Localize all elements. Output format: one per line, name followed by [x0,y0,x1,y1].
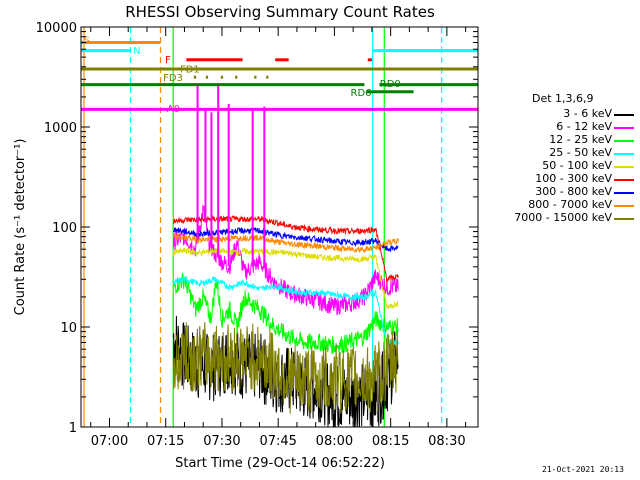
y-axis-label: Count Rate (s⁻¹ detector⁻¹) [13,139,28,316]
flag-label-n: N [133,46,140,57]
legend-entry: 25 - 50 keV [478,146,638,159]
legend-entry-label: 300 - 800 keV [535,185,612,198]
x-tick-label: 07:15 [147,434,184,449]
legend-entry-swatch [614,127,634,129]
legend-entry-swatch [614,153,634,155]
legend-entry: 50 - 100 keV [478,159,638,172]
legend-entry: 100 - 300 keV [478,172,638,185]
legend-entry-swatch [614,140,634,142]
flag-label-s: S [84,35,90,46]
legend-entry: 6 - 12 keV [478,120,638,133]
legend-entry-label: 6 - 12 keV [556,120,612,133]
x-tick-label: 07:45 [259,434,296,449]
flag-label-a0: A0 [167,104,180,115]
legend-entry-swatch [614,114,634,116]
series-line-3 [172,272,399,354]
legend-entry-label: 100 - 300 keV [535,172,612,185]
legend-title: Det 1,3,6,9 [532,92,594,105]
legend-entry-label: 25 - 50 keV [549,146,612,159]
flag-label-rd6: RD6 [351,88,372,99]
x-axis-label: Start Time (29-Oct-14 06:52:22) [175,456,385,471]
x-tick-label: 08:15 [372,434,409,449]
x-tick-label: 07:30 [203,434,240,449]
x-tick-label: 07:00 [91,434,128,449]
x-tick-label: 08:30 [428,434,465,449]
legend-entry-label: 800 - 7000 keV [528,198,612,211]
series-line-4 [172,275,399,346]
x-tick-label: 08:00 [316,434,353,449]
y-tick-label: 100 [52,221,77,236]
legend-entry-swatch [614,166,634,168]
legend-entry-label: 12 - 25 keV [549,133,612,146]
legend-entry: 12 - 25 keV [478,133,638,146]
flag-label-rd0: RD0 [380,79,401,90]
legend-entry: 3 - 6 keV [478,107,638,120]
legend-entry: 800 - 7000 keV [478,198,638,211]
y-tick-label: 1 [69,421,77,436]
generation-timestamp: 21-Oct-2021 20:13 [542,465,624,474]
legend-entry-swatch [614,218,634,220]
flag-label-fd1: FD1 [180,64,200,75]
legend-entry-swatch [614,179,634,181]
flag-label-fd3: FD3 [163,73,183,84]
legend-entry-label: 7000 - 15000 keV [514,211,612,224]
y-tick-label: 10000 [36,21,77,36]
legend-entry: 300 - 800 keV [478,185,638,198]
y-tick-label: 1000 [44,121,77,136]
y-tick-label: 10 [60,321,77,336]
legend-entry-swatch [614,205,634,207]
series-line-9 [172,322,399,414]
flag-label-f: F [165,55,171,66]
chart-title: RHESSI Observing Summary Count Rates [125,3,435,21]
legend-entry-swatch [614,192,634,194]
series-line-5 [172,247,399,310]
legend-entry-label: 3 - 6 keV [563,107,612,120]
legend-entry: 7000 - 15000 keV [478,211,638,224]
legend-entry-label: 50 - 100 keV [542,159,612,172]
